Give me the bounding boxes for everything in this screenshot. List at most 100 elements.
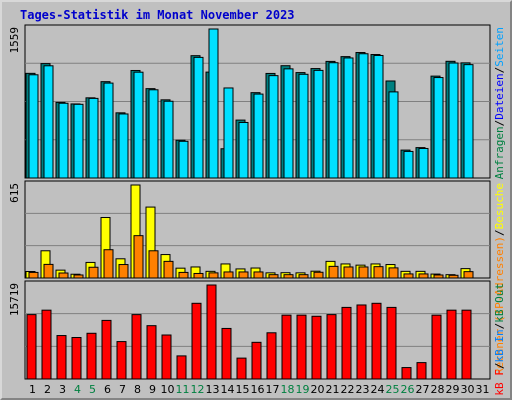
- bar-files-day-2: [43, 65, 54, 179]
- bar-sites-day-5: [88, 266, 99, 279]
- bar-files-day-12: [193, 56, 204, 179]
- bar-files-day-1: [28, 74, 39, 179]
- x-tick-label: 7: [119, 383, 126, 396]
- bar-kbin-day-30: [461, 309, 472, 380]
- x-tick-label: 29: [446, 383, 460, 396]
- bar-files-day-7: [118, 113, 129, 179]
- legend-entry: /: [493, 229, 506, 236]
- x-tick-label: 18: [281, 383, 295, 396]
- x-tick-label: 9: [149, 383, 156, 396]
- bar-sites-day-13: [208, 272, 219, 279]
- bar-files-day-5: [88, 97, 99, 179]
- bar-sites-day-19: [298, 274, 309, 279]
- x-tick-label: 26: [401, 383, 415, 396]
- bar-files-day-3: [58, 102, 69, 179]
- bar-files-day-21: [328, 62, 339, 179]
- bar-sites-day-30: [463, 271, 474, 279]
- bar-files-day-29: [448, 62, 459, 179]
- bar-sites-day-25: [388, 267, 399, 279]
- x-tick-label: 19: [296, 383, 310, 396]
- legend-upper: Anfragen/Dateien/Seiten: [493, 27, 506, 179]
- legend-entry: Rechner (IP-Adressen): [493, 236, 506, 375]
- legend-lower: kB F/kB In/kB Out: [493, 283, 506, 396]
- bar-files-day-13: [208, 28, 219, 179]
- bar-sites-day-14: [223, 271, 234, 279]
- legend-entry: /: [493, 363, 506, 370]
- bar-sites-day-20: [313, 271, 324, 279]
- bar-sites-day-15: [238, 271, 249, 279]
- chart-title: Tages-Statistik im Monat November 2023: [20, 8, 295, 22]
- bar-sites-day-24: [373, 266, 384, 279]
- bar-sites-day-4: [73, 274, 84, 279]
- legend-entry: Seiten: [493, 27, 506, 67]
- bar-kbin-day-20: [311, 315, 322, 380]
- bar-files-day-22: [343, 57, 354, 179]
- bar-files-day-11: [178, 140, 189, 179]
- x-tick-label: 16: [251, 383, 265, 396]
- bar-kbin-day-9: [146, 325, 157, 380]
- bar-sites-day-11: [178, 271, 189, 279]
- bar-files-day-8: [133, 71, 144, 179]
- legend-entry: Anfragen: [493, 126, 506, 179]
- bar-kbin-day-14: [221, 327, 232, 380]
- bar-kbin-day-12: [191, 302, 202, 380]
- bar-kbin-day-7: [116, 341, 127, 380]
- legend-entry: /: [493, 67, 506, 74]
- bar-kbin-day-29: [446, 309, 457, 380]
- bar-files-day-20: [313, 69, 324, 179]
- bar-sites-day-27: [418, 273, 429, 279]
- bar-sites-day-7: [118, 264, 129, 279]
- x-tick-label: 15: [236, 383, 250, 396]
- legend-entry: /: [493, 120, 506, 127]
- legend-entry: /: [493, 323, 506, 330]
- x-tick-label: 22: [341, 383, 355, 396]
- x-tick-label: 10: [161, 383, 175, 396]
- bar-kbin-day-17: [266, 332, 277, 380]
- x-tick-label: 27: [416, 383, 430, 396]
- bar-kbin-day-10: [161, 334, 172, 380]
- bar-files-day-14: [223, 87, 234, 179]
- legend-middle: Rechner (IP-Adressen)/Besuche: [493, 183, 506, 375]
- x-tick-label: 14: [221, 383, 235, 396]
- legend-entry: kB In: [493, 329, 506, 362]
- bar-sites-day-22: [343, 266, 354, 279]
- bar-files-day-15: [238, 121, 249, 179]
- bar-files-day-4: [73, 103, 84, 179]
- bar-kbin-day-1: [26, 314, 37, 380]
- bar-files-day-23: [358, 53, 369, 179]
- x-tick-label: 11: [176, 383, 190, 396]
- bar-sites-day-9: [148, 250, 159, 279]
- bar-kbin-day-21: [326, 314, 337, 380]
- bar-kbin-day-19: [296, 314, 307, 380]
- bar-kbin-day-2: [41, 309, 52, 380]
- bar-files-day-19: [298, 73, 309, 179]
- x-tick-label: 23: [356, 383, 370, 396]
- x-tick-label: 4: [74, 383, 81, 396]
- x-tick-label: 31: [476, 383, 490, 396]
- bar-kbin-day-16: [251, 341, 262, 380]
- bar-kbin-day-23: [356, 304, 367, 380]
- bar-kbin-day-28: [431, 314, 442, 380]
- bar-sites-day-26: [403, 273, 414, 279]
- bar-sites-day-8: [133, 235, 144, 279]
- ymax-label-lower: 15719: [8, 283, 21, 316]
- bar-files-day-30: [463, 64, 474, 179]
- bar-files-day-6: [103, 82, 114, 179]
- bar-files-day-9: [148, 89, 159, 179]
- bar-files-day-25: [388, 91, 399, 179]
- x-tick-label: 1: [29, 383, 36, 396]
- x-tick-label: 17: [266, 383, 280, 396]
- bar-sites-day-12: [193, 272, 204, 279]
- bar-sites-day-23: [358, 266, 369, 279]
- bar-kbin-day-26: [401, 367, 412, 380]
- bar-files-day-26: [403, 150, 414, 179]
- ymax-label-middle: 615: [8, 183, 21, 203]
- bar-kbin-day-25: [386, 306, 397, 380]
- bar-kbin-day-4: [71, 337, 82, 380]
- bar-sites-day-21: [328, 265, 339, 279]
- bar-kbin-day-13: [206, 284, 217, 380]
- x-tick-label: 30: [461, 383, 475, 396]
- bar-kbin-day-5: [86, 332, 97, 380]
- bar-files-day-18: [283, 68, 294, 179]
